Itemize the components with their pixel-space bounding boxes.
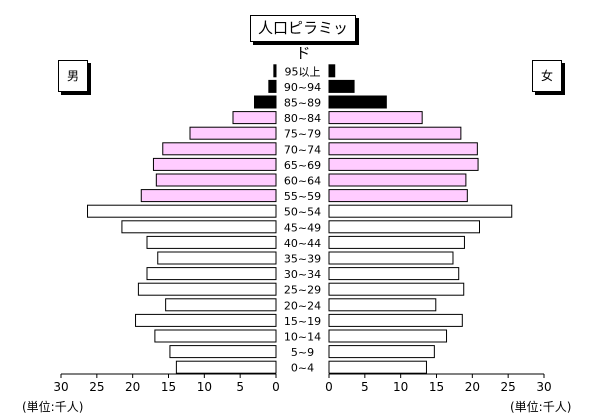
- bar-male-9: [87, 204, 277, 218]
- bar-male-1: [268, 79, 277, 93]
- bar-male-15: [165, 298, 277, 312]
- tick-label-left-4: 10: [197, 380, 212, 394]
- bar-female-0: [328, 64, 336, 78]
- chart-title: 人口ピラミッド: [250, 15, 356, 62]
- bar-male-8: [140, 189, 277, 203]
- bar-female-2: [328, 95, 387, 109]
- category-label-15: 20~24: [284, 299, 321, 312]
- category-label-11: 40~44: [284, 237, 321, 250]
- bar-female-19: [328, 360, 427, 374]
- tick-label-right-5: 5: [361, 380, 369, 394]
- tick-label-right-2: 20: [465, 380, 480, 394]
- category-label-9: 50~54: [284, 206, 321, 219]
- category-label-0: 95以上: [285, 65, 321, 78]
- bar-female-15: [328, 298, 437, 312]
- category-label-5: 70~74: [284, 143, 321, 156]
- bar-male-18: [169, 345, 277, 359]
- bar-female-13: [328, 267, 460, 281]
- unit-label-left: (単位:千人): [22, 400, 84, 414]
- bar-male-5: [162, 142, 277, 156]
- category-label-8: 55~59: [284, 190, 321, 203]
- category-label-1: 90~94: [284, 81, 321, 94]
- bar-male-17: [154, 329, 277, 343]
- tick-label-left-3: 15: [161, 380, 176, 394]
- category-label-10: 45~49: [284, 221, 321, 234]
- tick-label-left-1: 25: [89, 380, 104, 394]
- bar-female-12: [328, 251, 454, 265]
- bar-male-19: [175, 360, 277, 374]
- bar-male-2: [254, 95, 277, 109]
- bar-male-16: [135, 313, 277, 327]
- bar-female-1: [328, 79, 355, 93]
- bar-male-4: [189, 126, 277, 140]
- category-label-13: 30~34: [284, 268, 321, 281]
- female-label: 女: [532, 60, 562, 92]
- bar-female-18: [328, 345, 435, 359]
- category-label-12: 35~39: [284, 253, 321, 266]
- bar-female-5: [328, 142, 478, 156]
- tick-label-right-0: 30: [536, 380, 551, 394]
- bar-female-9: [328, 204, 513, 218]
- tick-label-right-3: 15: [429, 380, 444, 394]
- bar-male-3: [232, 111, 277, 125]
- tick-label-left-5: 5: [236, 380, 244, 394]
- bar-female-11: [328, 235, 465, 249]
- bar-female-14: [328, 282, 465, 296]
- tick-label-left-6: 0: [272, 380, 280, 394]
- male-label: 男: [58, 60, 88, 92]
- bar-female-17: [328, 329, 448, 343]
- bar-male-12: [157, 251, 277, 265]
- tick-label-right-4: 10: [393, 380, 408, 394]
- bar-male-14: [137, 282, 277, 296]
- bar-female-4: [328, 126, 462, 140]
- category-label-18: 5~9: [291, 346, 314, 359]
- bar-male-11: [146, 235, 277, 249]
- bar-male-6: [152, 157, 277, 171]
- tick-label-left-0: 30: [53, 380, 68, 394]
- category-label-6: 65~69: [284, 159, 321, 172]
- bar-male-13: [146, 267, 277, 281]
- category-label-7: 60~64: [284, 175, 321, 188]
- bar-male-10: [121, 220, 277, 234]
- category-label-3: 80~84: [284, 112, 321, 125]
- unit-label-right: (単位:千人): [510, 400, 572, 414]
- bar-female-10: [328, 220, 480, 234]
- bar-male-0: [273, 64, 277, 78]
- bar-female-7: [328, 173, 467, 187]
- tick-label-left-2: 20: [125, 380, 140, 394]
- category-label-16: 15~19: [284, 315, 321, 328]
- tick-label-right-6: 0: [325, 380, 333, 394]
- category-label-19: 0~4: [291, 362, 314, 375]
- category-label-4: 75~79: [284, 128, 321, 141]
- bar-male-7: [155, 173, 277, 187]
- bar-female-3: [328, 111, 423, 125]
- bar-female-6: [328, 157, 479, 171]
- bar-female-16: [328, 313, 463, 327]
- tick-label-right-1: 25: [501, 380, 516, 394]
- category-label-17: 10~14: [284, 331, 321, 344]
- category-label-2: 85~89: [284, 97, 321, 110]
- category-label-14: 25~29: [284, 284, 321, 297]
- bar-female-8: [328, 189, 468, 203]
